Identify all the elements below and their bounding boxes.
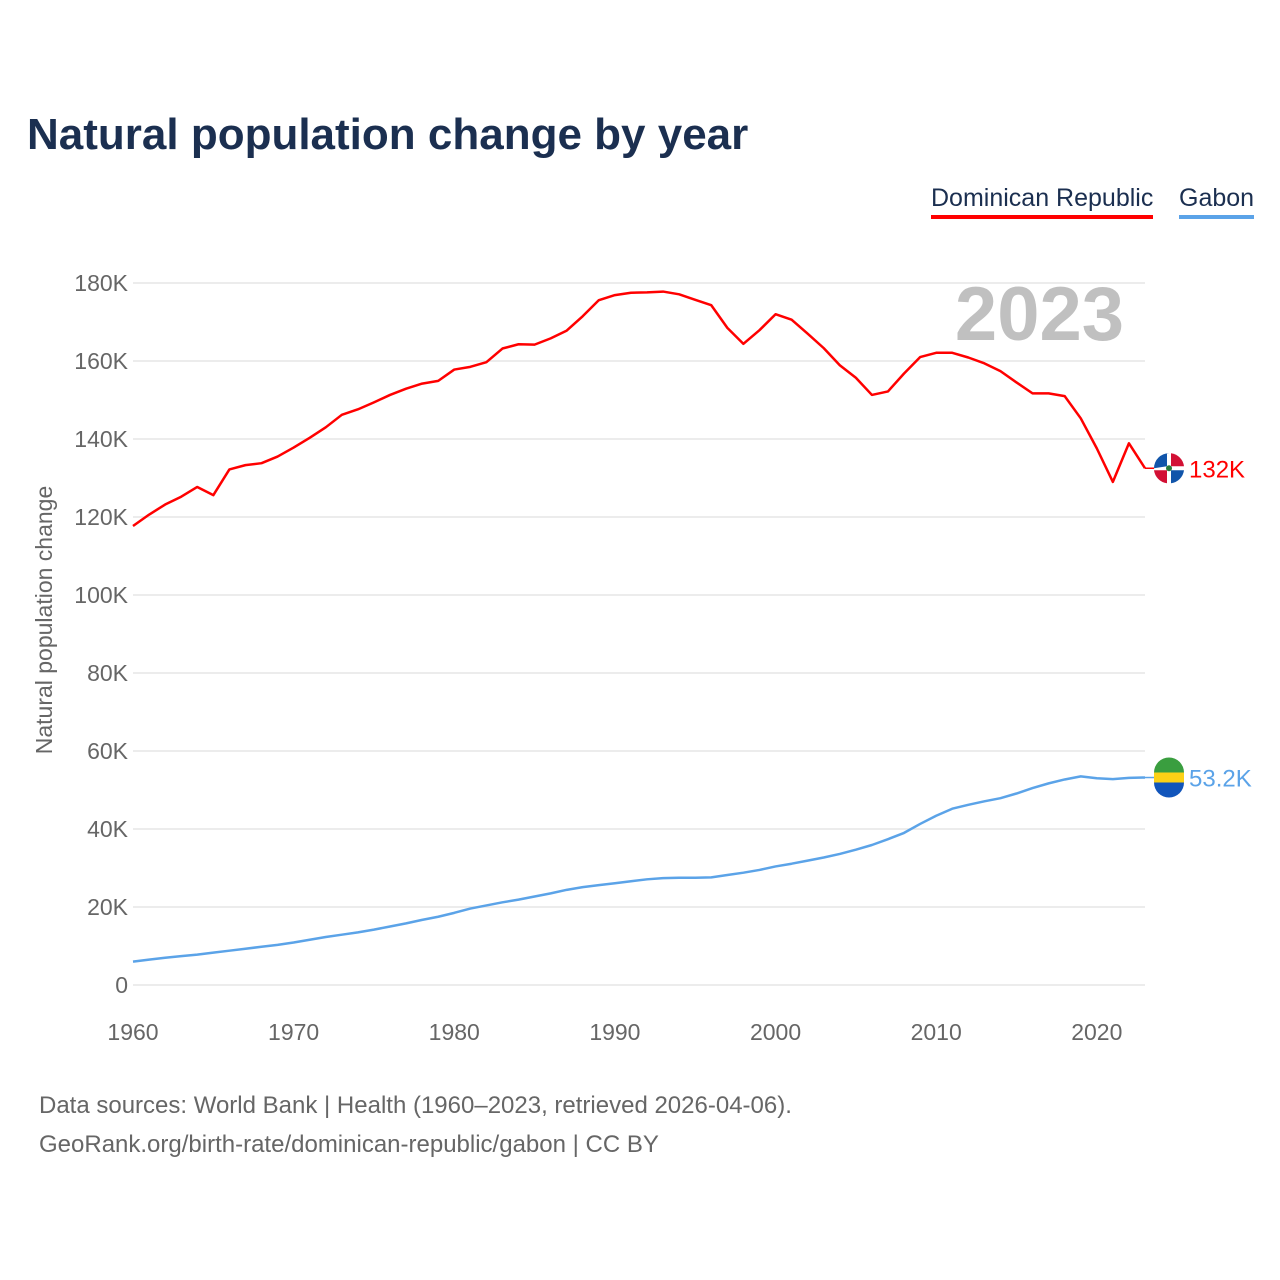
- flag-stripe: [1154, 782, 1184, 798]
- flag-gabon-icon: [1154, 757, 1184, 773]
- flag-quarter: [1154, 470, 1167, 484]
- x-tick-label: 1980: [429, 1019, 480, 1045]
- data-source: Data sources: World Bank | Health (1960–…: [39, 1092, 792, 1119]
- y-tick-label: 120K: [74, 504, 128, 530]
- flag-quarter: [1171, 470, 1184, 484]
- x-tick-label: 1960: [107, 1019, 158, 1045]
- y-tick-label: 40K: [87, 816, 129, 842]
- series-line-gabon: [132, 775, 1146, 963]
- end-value-label: 132K: [1189, 456, 1245, 483]
- flag-quarter: [1171, 453, 1184, 467]
- series-line-dominican-republic: [132, 290, 1147, 527]
- y-tick-label: 60K: [87, 738, 129, 764]
- y-axis-label: Natural population change: [31, 486, 57, 755]
- flag-quarter: [1154, 453, 1169, 469]
- x-tick-label: 1970: [268, 1019, 319, 1045]
- y-tick-label: 80K: [87, 660, 129, 686]
- y-tick-label: 20K: [87, 894, 129, 920]
- flag-emblem: [1166, 465, 1172, 472]
- chart-title: Natural population change by year: [27, 110, 749, 159]
- y-tick-label: 180K: [74, 270, 128, 296]
- end-value-label: 53.2K: [1189, 766, 1252, 793]
- source-link[interactable]: GeoRank.org/birth-rate/dominican-republi…: [39, 1131, 659, 1158]
- y-tick-label: 160K: [74, 348, 128, 374]
- y-tick-label: 140K: [74, 426, 128, 452]
- year-label: 2023: [955, 272, 1124, 357]
- x-tick-label: 2010: [911, 1019, 962, 1045]
- flag-stripe: [1154, 772, 1184, 783]
- x-tick-label: 1990: [589, 1019, 640, 1045]
- legend-gabon[interactable]: Gabon: [1179, 184, 1255, 219]
- x-tick-label: 2000: [750, 1019, 801, 1045]
- legend-dominican-republic[interactable]: Dominican Republic: [931, 184, 1154, 219]
- footer: Data sources: World Bank | Health (1960–…: [39, 1086, 792, 1164]
- x-tick-label: 2020: [1071, 1019, 1122, 1045]
- y-tick-label: 0: [115, 972, 128, 998]
- y-tick-label: 100K: [74, 582, 128, 608]
